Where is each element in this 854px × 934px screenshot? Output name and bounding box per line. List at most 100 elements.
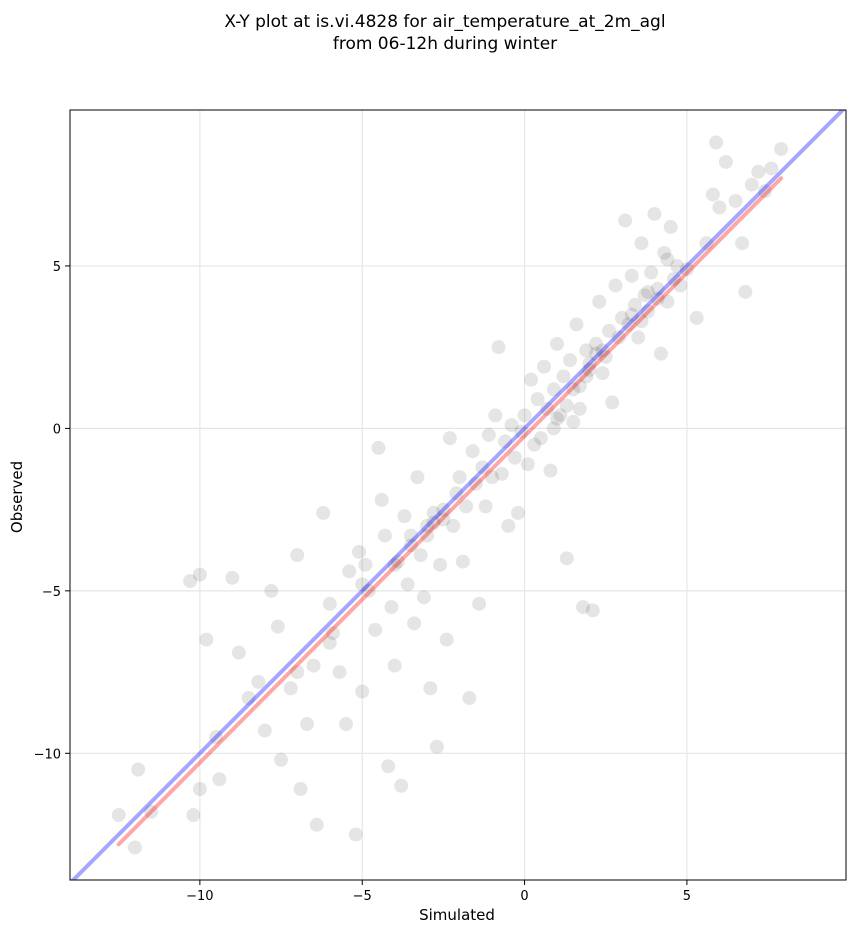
data-point (650, 291, 665, 306)
data-point (673, 278, 688, 293)
data-point (601, 323, 616, 338)
data-point (459, 499, 474, 514)
data-point (403, 538, 418, 553)
data-point (679, 262, 694, 277)
x-tick-label: −10 (186, 889, 213, 904)
data-point (498, 434, 513, 449)
data-point (582, 356, 597, 371)
data-point (452, 470, 467, 485)
data-point (274, 752, 289, 767)
data-point (332, 665, 347, 680)
x-tick-label: −5 (353, 889, 372, 904)
data-point (491, 340, 506, 355)
data-point (199, 632, 214, 647)
data-point (663, 219, 678, 234)
data-point (144, 804, 159, 819)
data-point (420, 518, 435, 533)
data-point (559, 398, 574, 413)
data-point (257, 723, 272, 738)
data-point (624, 268, 639, 283)
data-point (572, 401, 587, 416)
data-point (322, 635, 337, 650)
data-point (446, 518, 461, 533)
data-point (598, 349, 613, 364)
data-point (403, 528, 418, 543)
data-point (449, 486, 464, 501)
data-point (550, 336, 565, 351)
data-point (241, 691, 256, 706)
data-point (358, 557, 373, 572)
data-point (209, 730, 224, 745)
data-point (426, 515, 441, 530)
scatter-points (111, 135, 789, 855)
data-point (540, 401, 555, 416)
data-point (757, 184, 772, 199)
data-point (371, 440, 386, 455)
data-point (637, 288, 652, 303)
data-point (423, 681, 438, 696)
data-point (397, 509, 412, 524)
data-point (407, 616, 422, 631)
data-point (689, 310, 704, 325)
data-point (588, 346, 603, 361)
data-point (618, 213, 633, 228)
data-point (569, 317, 584, 332)
data-point (550, 411, 565, 426)
data-point (131, 762, 146, 777)
data-point (413, 548, 428, 563)
data-point (290, 665, 305, 680)
data-point (504, 418, 519, 433)
data-point (524, 372, 539, 387)
data-point (507, 450, 522, 465)
x-tick-label: 0 (520, 889, 528, 904)
data-point (647, 206, 662, 221)
data-point (183, 574, 198, 589)
data-point (579, 369, 594, 384)
data-point (306, 658, 321, 673)
data-point (627, 297, 642, 312)
data-point (394, 778, 409, 793)
y-tick-label: 5 (53, 260, 61, 275)
data-point (420, 528, 435, 543)
plot-frame (69, 109, 847, 881)
data-point (657, 245, 672, 260)
data-point (572, 379, 587, 394)
y-axis: −10 −5 0 5 (34, 260, 70, 762)
data-point (429, 739, 444, 754)
data-point (634, 236, 649, 251)
data-point (517, 408, 532, 423)
data-point (410, 470, 425, 485)
data-point (465, 444, 480, 459)
data-point (611, 330, 626, 345)
y-tick-label: −10 (34, 747, 61, 762)
data-point (712, 200, 727, 215)
data-point (309, 817, 324, 832)
data-point (283, 681, 298, 696)
data-point (563, 353, 578, 368)
x-axis: −10 −5 0 5 (186, 880, 691, 904)
data-point (605, 395, 620, 410)
data-point (355, 684, 370, 699)
data-point (621, 317, 636, 332)
data-point (439, 632, 454, 647)
data-point (290, 548, 305, 563)
data-point (666, 271, 681, 286)
data-point (728, 193, 743, 208)
data-point (631, 330, 646, 345)
data-point (270, 619, 285, 634)
data-point (582, 362, 597, 377)
data-point (751, 164, 766, 179)
data-point (111, 808, 126, 823)
y-tick-label: 0 (53, 422, 61, 437)
data-point (387, 557, 402, 572)
data-point (553, 408, 568, 423)
data-point (225, 570, 240, 585)
data-point (472, 596, 487, 611)
data-point (390, 554, 405, 569)
data-point (608, 278, 623, 293)
data-point (514, 424, 529, 439)
data-point (709, 135, 724, 150)
data-point (640, 284, 655, 299)
data-point (192, 567, 207, 582)
data-point (764, 161, 779, 176)
